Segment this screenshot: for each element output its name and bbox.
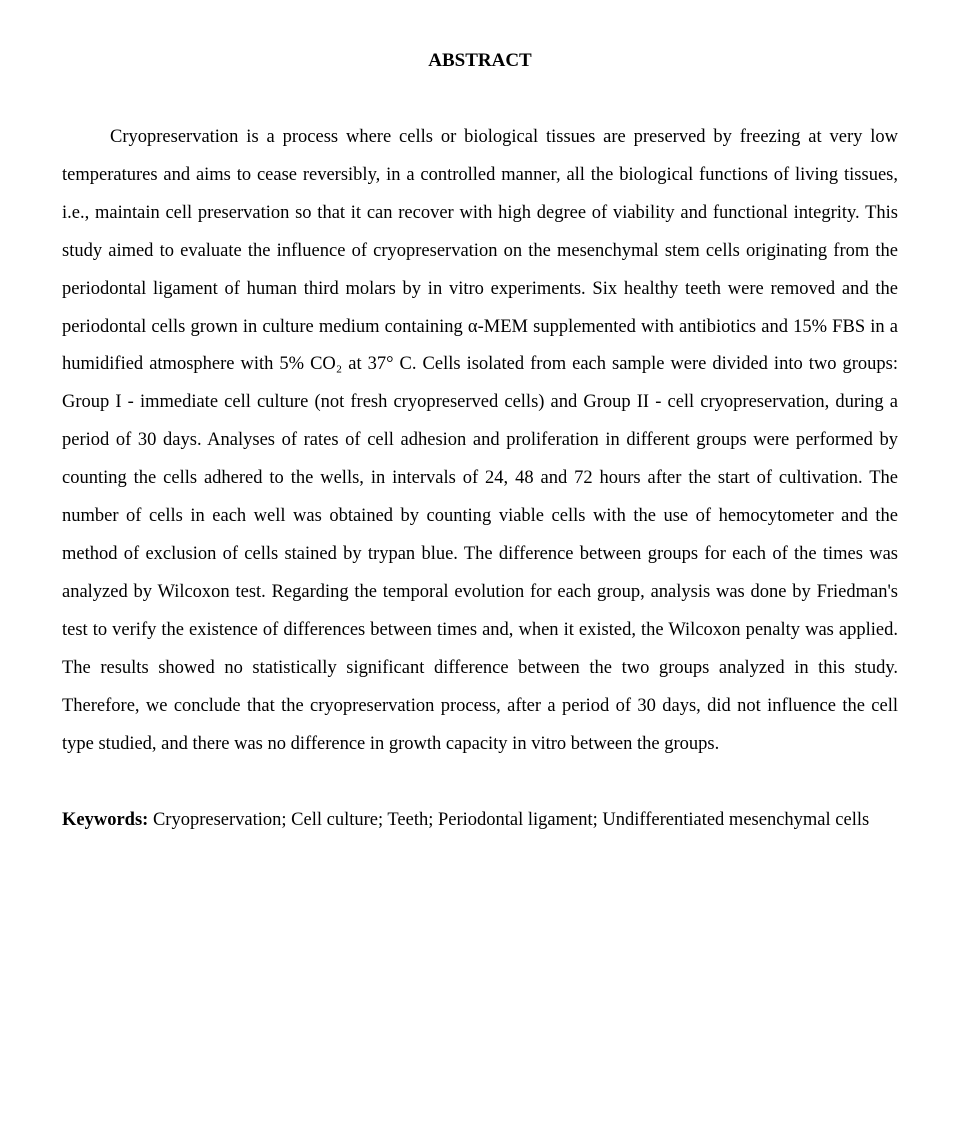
keywords-label: Keywords: [62,810,148,830]
abstract-body: Cryopreservation is a process where cell… [62,119,898,764]
keywords-section: Keywords: Cryopreservation; Cell culture… [62,802,898,840]
abstract-title: ABSTRACT [62,42,898,81]
keywords-text: Cryopreservation; Cell culture; Teeth; P… [148,810,869,830]
